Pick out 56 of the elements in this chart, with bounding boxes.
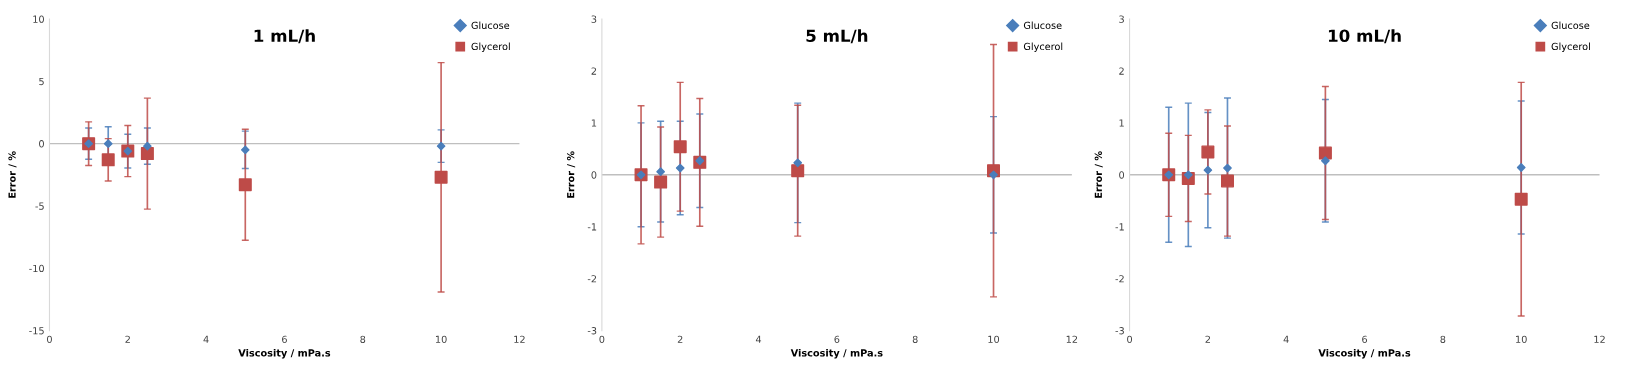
y-axis-title: Error / % <box>1094 151 1103 198</box>
x-tick-label: 8 <box>1440 335 1446 343</box>
y-tick-label: 5 <box>39 77 44 86</box>
legend-label: Glucose <box>471 21 510 30</box>
y-axis-title: Error / % <box>8 151 17 198</box>
x-tick-label: 4 <box>203 335 209 343</box>
x-tick-label: 10 <box>1516 335 1527 343</box>
x-tick-label: 0 <box>599 335 605 343</box>
x-tick-label: 2 <box>677 335 683 343</box>
x-tick-label: 4 <box>1283 335 1289 343</box>
y-tick-label: 2 <box>1119 67 1124 75</box>
x-tick-label: 12 <box>514 335 525 343</box>
y-tick-label: -15 <box>29 327 44 335</box>
legend-label: Glucose <box>1551 21 1590 30</box>
x-tick-label: 10 <box>435 335 447 343</box>
x-tick-label: 6 <box>282 335 287 343</box>
x-tick-label: 12 <box>1066 335 1078 343</box>
y-tick-label: -5 <box>35 202 44 210</box>
y-tick-label: 1 <box>591 119 597 127</box>
y-tick-label: -1 <box>587 223 597 231</box>
y-tick-label: 3 <box>591 15 597 23</box>
text: 5 mL/h <box>806 29 868 44</box>
x-tick-label: 4 <box>755 335 762 343</box>
y-tick-label: 1 <box>1119 119 1124 127</box>
legend-label: Glycerol <box>471 42 510 52</box>
x-tick-label: 0 <box>1127 335 1133 343</box>
y-tick-label: 0 <box>1119 171 1125 179</box>
y-tick-label: 3 <box>1119 15 1124 23</box>
x-axis-title: Viscosity / mPa.s <box>1318 349 1411 359</box>
x-tick-label: 8 <box>912 335 918 343</box>
y-tick-label: -10 <box>29 264 44 273</box>
y-tick-label: -2 <box>1115 275 1124 283</box>
legend-label: Glucose <box>1023 21 1062 30</box>
x-axis-title: Viscosity / mPa.s <box>238 349 331 359</box>
x-axis-title: Viscosity / mPa.s <box>790 349 883 359</box>
legend-label: Glycerol <box>1551 42 1590 52</box>
text: 10 mL/h <box>1328 29 1401 44</box>
y-tick-label: -3 <box>587 327 597 335</box>
x-tick-label: 0 <box>47 335 52 343</box>
y-tick-label: 0 <box>591 171 597 179</box>
x-tick-label: 8 <box>360 335 366 343</box>
x-tick-label: 12 <box>1594 335 1605 343</box>
x-tick-label: 6 <box>1362 335 1368 343</box>
x-tick-label: 6 <box>834 335 840 343</box>
y-tick-label: 10 <box>33 15 44 23</box>
x-tick-label: 10 <box>988 335 1000 343</box>
y-tick-label: -1 <box>1115 223 1124 231</box>
y-tick-label: 0 <box>39 140 44 148</box>
y-tick-label: -2 <box>587 275 597 283</box>
legend-label: Glycerol <box>1023 42 1063 52</box>
y-tick-label: -3 <box>1115 327 1124 335</box>
text: 1 mL/h <box>254 29 315 44</box>
x-tick-label: 2 <box>1205 335 1211 343</box>
y-axis-title: Error / % <box>566 151 576 198</box>
x-tick-label: 2 <box>125 335 130 343</box>
y-tick-label: 2 <box>591 67 597 75</box>
